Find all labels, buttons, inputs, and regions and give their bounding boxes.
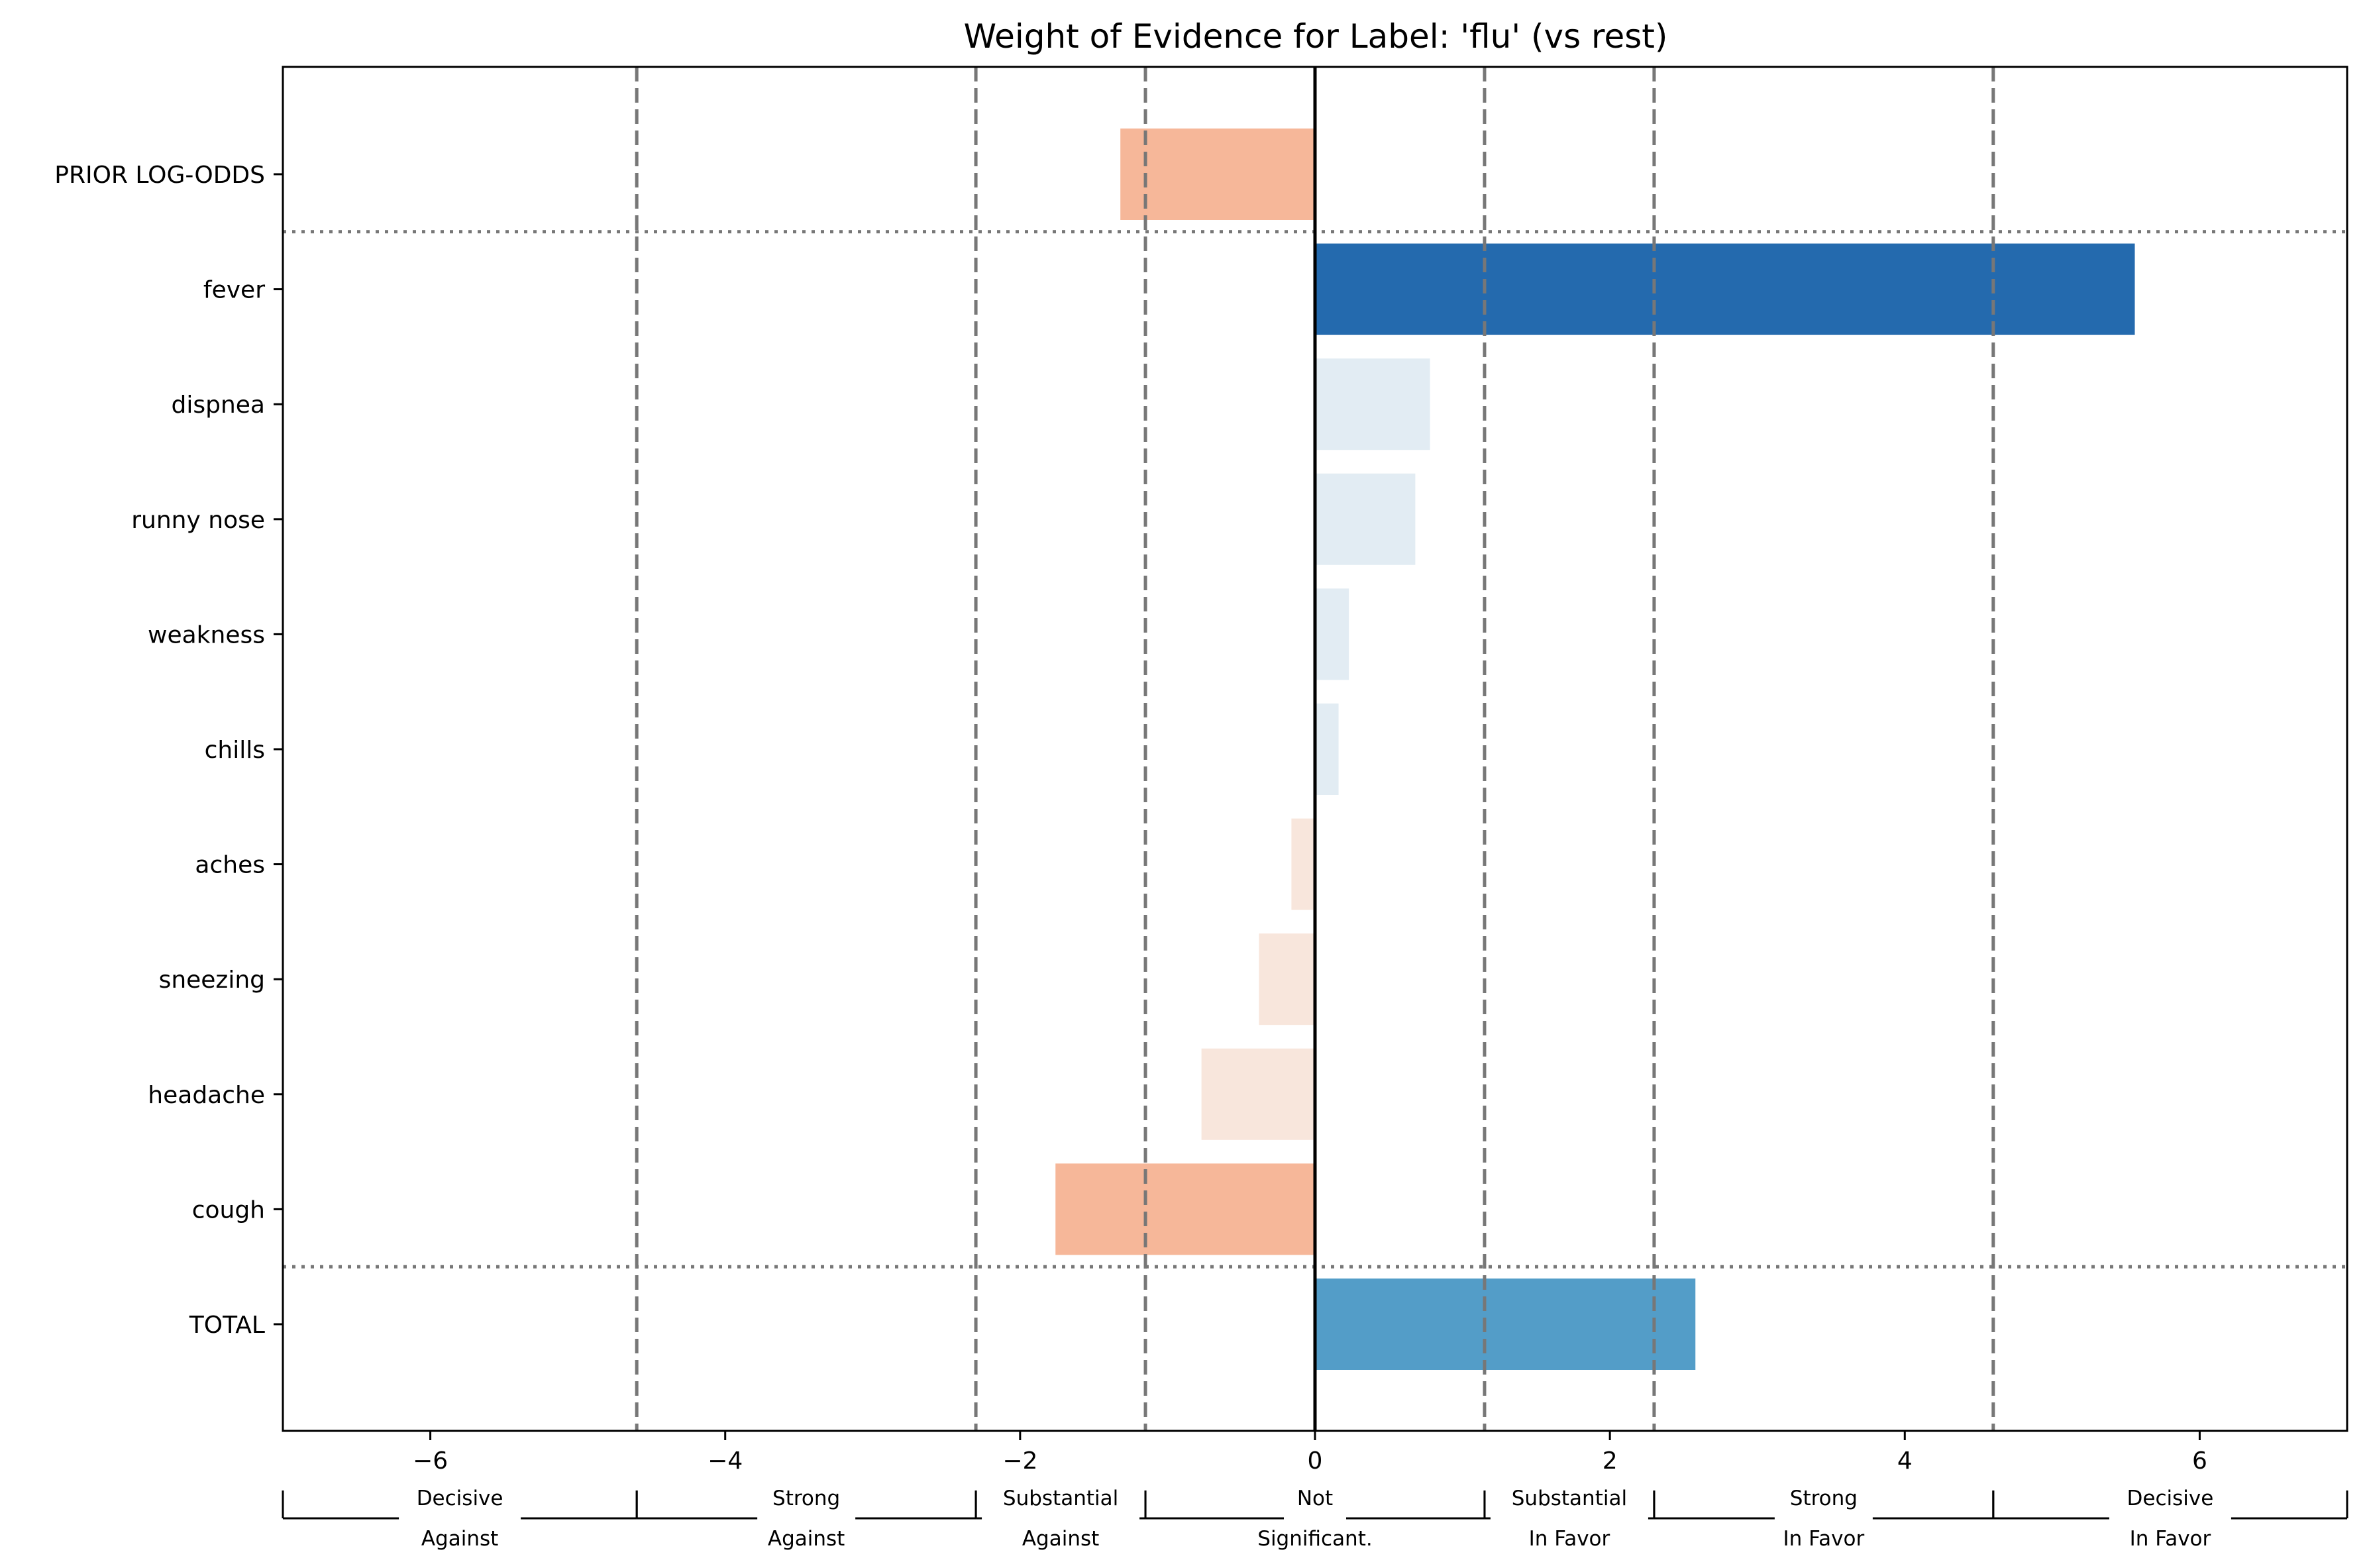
category-label: cough bbox=[192, 1196, 265, 1224]
band-label-line2: Against bbox=[421, 1527, 498, 1551]
band-label-line2: In Favor bbox=[2130, 1527, 2211, 1551]
band-label-line1: Decisive bbox=[417, 1487, 503, 1510]
category-label: runny nose bbox=[131, 507, 265, 534]
evidence-bands-layer: Decisive Against Strong Against Substantial A… bbox=[282, 1487, 2348, 1551]
category-label: fever bbox=[203, 277, 265, 304]
band-label-line1: Strong bbox=[1790, 1487, 1858, 1510]
band-label-line1: Not bbox=[1297, 1487, 1333, 1510]
bar-chills bbox=[1315, 704, 1339, 795]
bar-runny-nose bbox=[1315, 473, 1416, 565]
bar-fever bbox=[1315, 243, 2135, 335]
category-label: TOTAL bbox=[189, 1312, 265, 1339]
band-label-line2: Significant. bbox=[1257, 1527, 1372, 1551]
x-tick-label: −6 bbox=[413, 1447, 448, 1475]
bar-sneezing bbox=[1259, 933, 1315, 1025]
category-label: headache bbox=[148, 1082, 265, 1109]
bar-weakness bbox=[1315, 588, 1349, 680]
band-label-line2: In Favor bbox=[1783, 1527, 1865, 1551]
band-label-line2: In Favor bbox=[1529, 1527, 1610, 1551]
band-label-line1: Decisive bbox=[2127, 1487, 2214, 1510]
band-label-line2: Against bbox=[768, 1527, 845, 1551]
band-label-line1: Substantial bbox=[1003, 1487, 1118, 1510]
bar-aches bbox=[1291, 818, 1315, 910]
x-tick-label: 6 bbox=[2192, 1447, 2207, 1475]
axes-layer: −6 −4 −2 0 2 4 6 PRIOR LOG-ODDS fever dispnea runn… bbox=[54, 66, 2348, 1475]
category-label: aches bbox=[195, 852, 265, 879]
x-tick-label: 2 bbox=[1603, 1447, 1618, 1475]
category-label: dispnea bbox=[172, 392, 266, 419]
bars-layer bbox=[1055, 129, 2135, 1370]
category-label: sneezing bbox=[159, 967, 265, 994]
band-label-line2: Against bbox=[1022, 1527, 1099, 1551]
x-tick-label: 0 bbox=[1308, 1447, 1323, 1475]
bar-headache bbox=[1201, 1048, 1315, 1140]
bar-total bbox=[1315, 1279, 1696, 1370]
category-label: PRIOR LOG-ODDS bbox=[54, 162, 265, 189]
bar-dispnea bbox=[1315, 358, 1430, 450]
category-label: weakness bbox=[148, 621, 265, 649]
bar-cough bbox=[1055, 1163, 1315, 1255]
band-label-line1: Substantial bbox=[1512, 1487, 1627, 1510]
bar-prior-log-odds bbox=[1120, 129, 1315, 220]
x-tick-label: −4 bbox=[708, 1447, 743, 1475]
x-tick-label: −2 bbox=[1002, 1447, 1037, 1475]
chart-title: Weight of Evidence for Label: 'flu' (vs … bbox=[964, 17, 1668, 56]
reference-lines-layer bbox=[283, 67, 2347, 1431]
x-tick-label: 4 bbox=[1897, 1447, 1913, 1475]
category-label: chills bbox=[205, 737, 265, 764]
band-label-line1: Strong bbox=[772, 1487, 840, 1510]
